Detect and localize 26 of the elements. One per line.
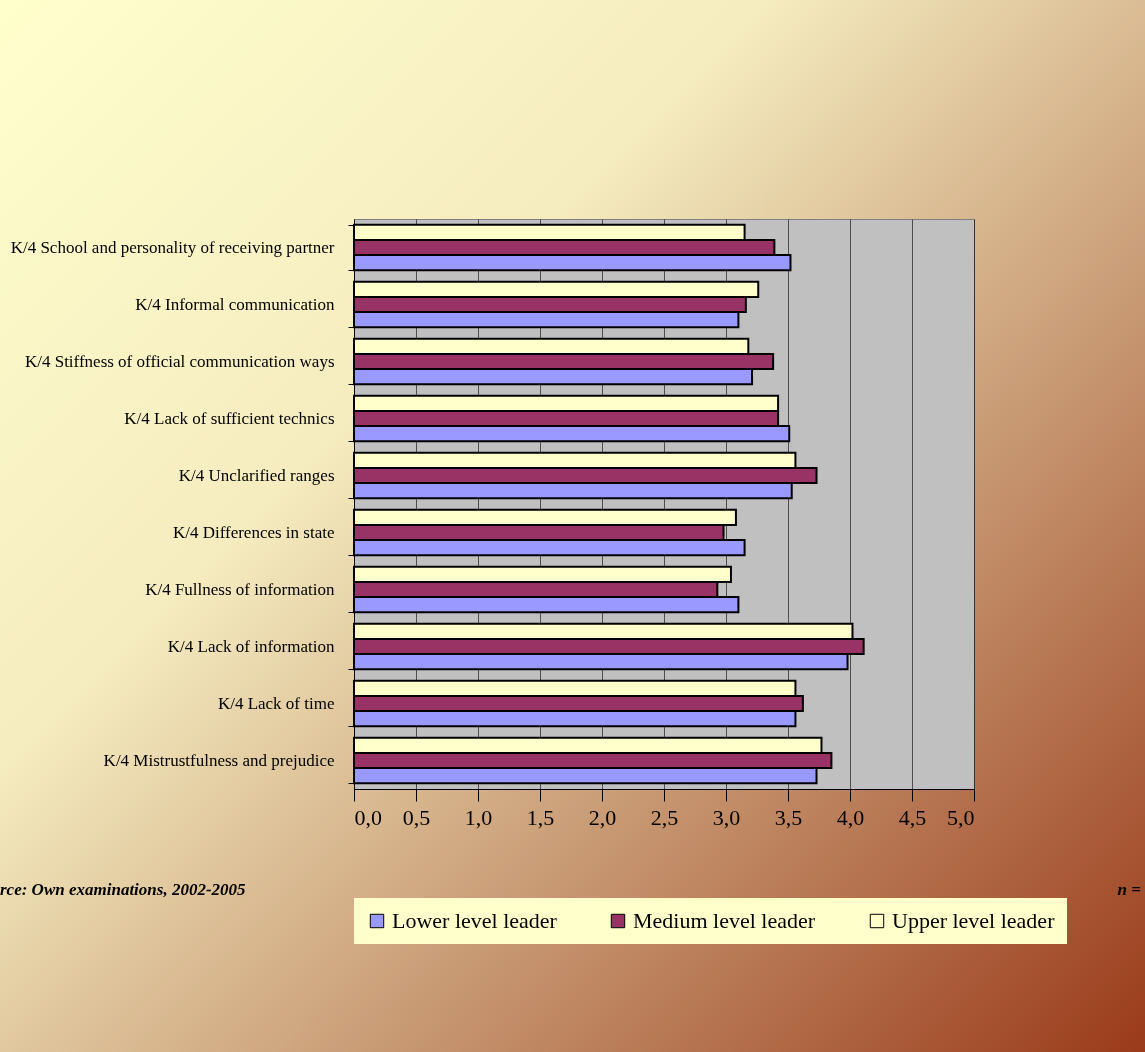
x-tick-label: 3,5: [774, 804, 803, 830]
y-tick-label: K/4 Stiffness of official communication ways: [24, 352, 335, 371]
y-tick-label: K/4 Mistrustfulness and prejudice: [103, 751, 335, 770]
legend-label: Lower level leader: [392, 908, 558, 933]
y-tick-label: K/4 Unclarified ranges: [178, 466, 335, 485]
x-tick-label: 1,0: [464, 804, 493, 830]
y-tick-label: K/4 Fullness of information: [145, 580, 335, 599]
x-tick-label: 4,0: [836, 804, 865, 830]
x-tick-label: 5,0: [947, 804, 975, 830]
y-tick-label: K/4 Lack of time: [217, 694, 335, 713]
x-tick-label: 2,5: [650, 804, 679, 830]
legend-label: Medium level leader: [633, 908, 816, 933]
y-tick-label: K/4 Differences in state: [172, 523, 335, 542]
y-tick-label: K/4 School and personality of receiving partner: [10, 238, 335, 257]
x-tick-label: 2,0: [588, 804, 617, 830]
x-tick-label: 0,0: [354, 804, 382, 830]
text: n =: [1117, 880, 1141, 900]
legend-label: Upper level leader: [892, 908, 1056, 933]
y-tick-label: K/4 Lack of sufficient technics: [124, 409, 335, 428]
y-tick-label: K/4 Lack of information: [167, 637, 335, 656]
x-tick-label: 0,5: [402, 804, 431, 830]
x-tick-label: 1,5: [526, 804, 555, 830]
x-tick-label: 4,5: [898, 804, 927, 830]
x-tick-label: 3,0: [712, 804, 741, 830]
text: rce: Own examinations, 2002-2005: [0, 880, 246, 900]
y-tick-label: K/4 Informal communication: [135, 295, 335, 314]
